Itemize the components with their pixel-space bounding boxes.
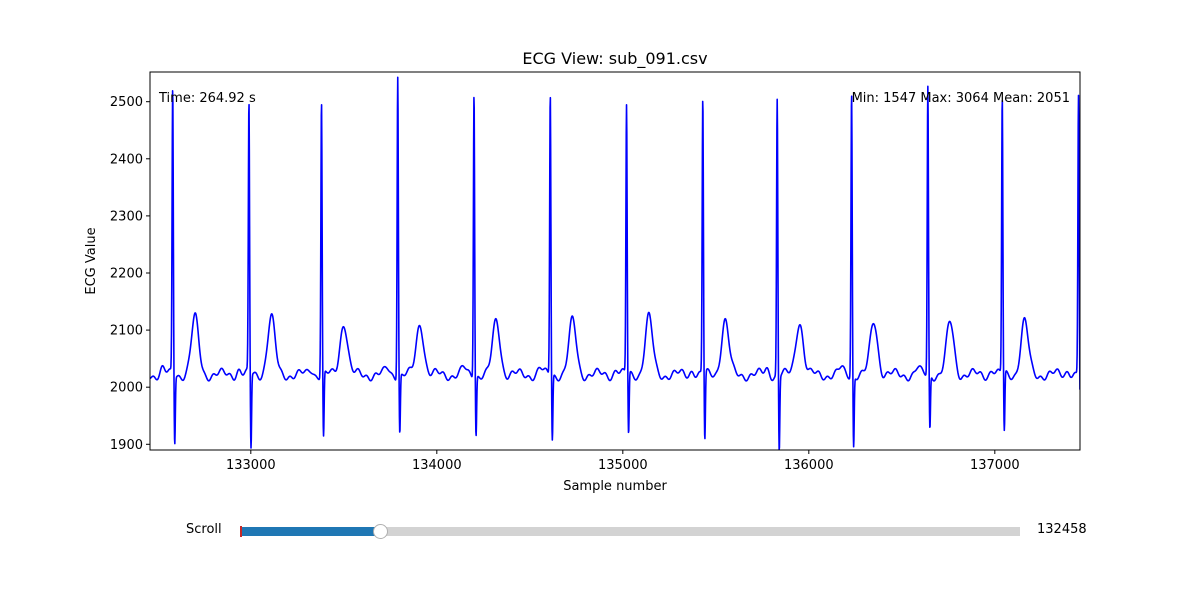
y-tick-label: 2400 (110, 152, 143, 167)
chart-title: ECG View: sub_091.csv (522, 49, 707, 69)
y-tick-label: 1900 (110, 438, 143, 453)
ecg-series-line (150, 76, 1080, 450)
scroll-slider[interactable] (240, 524, 1020, 539)
x-tick-label: 136000 (784, 458, 834, 473)
y-tick-label: 2100 (110, 324, 143, 339)
y-tick-label: 2500 (110, 95, 143, 110)
y-tick-label: 2300 (110, 209, 143, 224)
y-tick-label: 2200 (110, 266, 143, 281)
slider-track[interactable] (240, 527, 1020, 536)
y-axis: 1900 2000 2100 2200 2300 2400 2500 (110, 95, 150, 453)
y-axis-label: ECG Value (84, 227, 99, 294)
slider-start-marker (240, 526, 242, 537)
x-tick-label: 135000 (598, 458, 648, 473)
scroll-value: 132458 (1037, 522, 1087, 537)
x-axis: 133000 134000 135000 136000 137000 (226, 450, 1020, 473)
scroll-label: Scroll (186, 522, 222, 537)
x-tick-label: 134000 (412, 458, 462, 473)
time-annotation: Time: 264.92 s (158, 91, 256, 106)
x-tick-label: 137000 (970, 458, 1020, 473)
slider-fill (240, 527, 381, 536)
slider-handle[interactable] (373, 524, 389, 539)
y-tick-label: 2000 (110, 381, 143, 396)
x-tick-label: 133000 (226, 458, 276, 473)
stats-annotation: Min: 1547 Max: 3064 Mean: 2051 (852, 91, 1070, 106)
x-axis-label: Sample number (563, 479, 667, 494)
plot-frame (149, 71, 1081, 451)
